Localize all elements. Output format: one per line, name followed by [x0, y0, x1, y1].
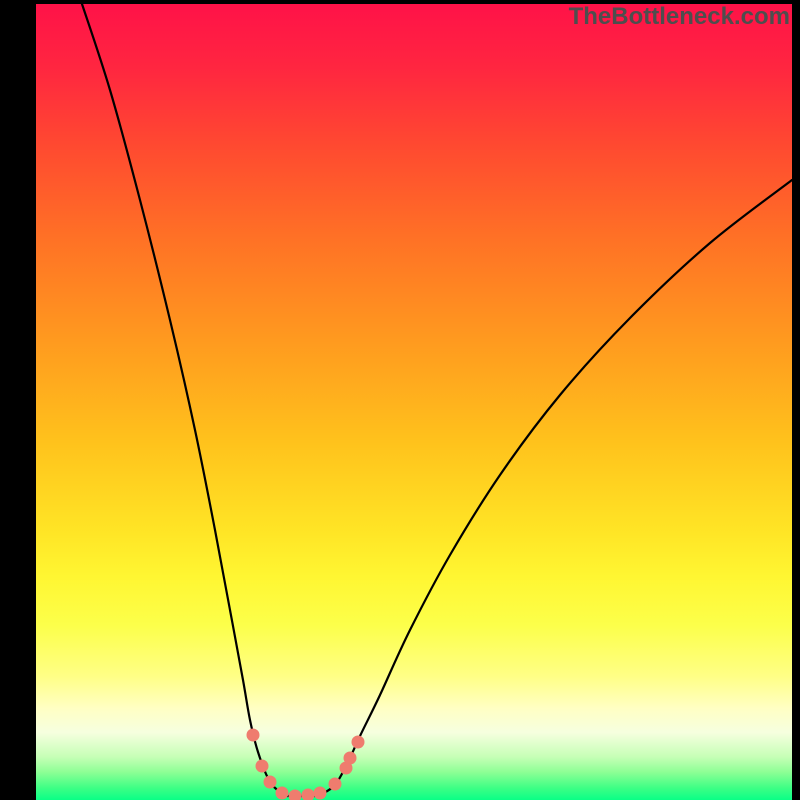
chart-frame: TheBottleneck.com [0, 0, 800, 800]
plot-area [36, 4, 792, 800]
watermark-text: TheBottleneck.com [569, 3, 790, 31]
